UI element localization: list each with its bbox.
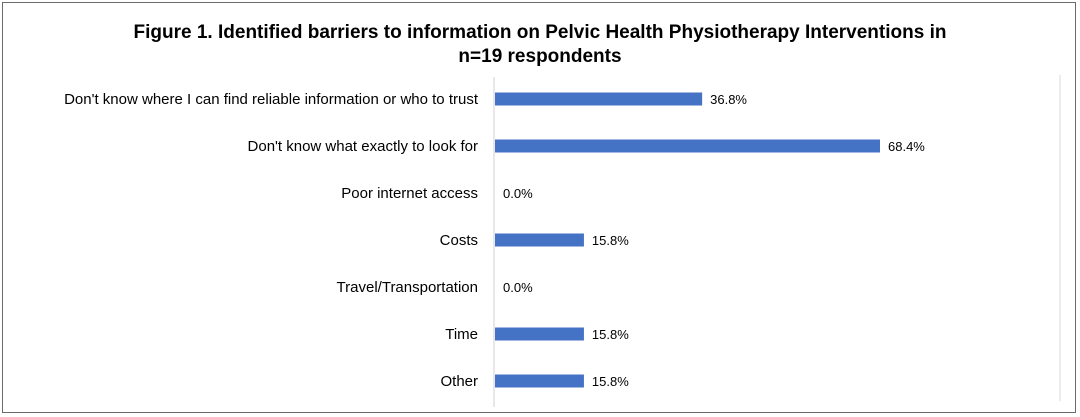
bars-layer: Don't know where I can find reliable inf… (64, 91, 925, 390)
category-label: Don't know where I can find reliable inf… (64, 91, 479, 108)
category-label: Travel/Transportation (337, 279, 478, 296)
category-label: Time (445, 326, 478, 343)
bar (495, 327, 584, 341)
data-label: 0.0% (503, 186, 533, 201)
chart-title-line-2: n=19 respondents (458, 46, 621, 67)
data-label: 68.4% (888, 139, 925, 154)
chart-title-line-1: Figure 1. Identified barriers to informa… (134, 22, 947, 43)
bar (495, 139, 880, 153)
bar (495, 233, 584, 247)
category-label: Don't know what exactly to look for (248, 138, 478, 155)
data-label: 15.8% (592, 327, 629, 342)
category-label: Other (440, 373, 478, 390)
bar (495, 374, 584, 388)
data-label: 36.8% (710, 92, 747, 107)
bar (495, 92, 703, 106)
data-label: 15.8% (592, 233, 629, 248)
bar-chart: Figure 1. Identified barriers to informa… (64, 22, 1061, 407)
category-label: Costs (440, 232, 478, 249)
data-label: 15.8% (592, 374, 629, 389)
category-label: Poor internet access (341, 185, 478, 202)
data-label: 0.0% (503, 280, 533, 295)
